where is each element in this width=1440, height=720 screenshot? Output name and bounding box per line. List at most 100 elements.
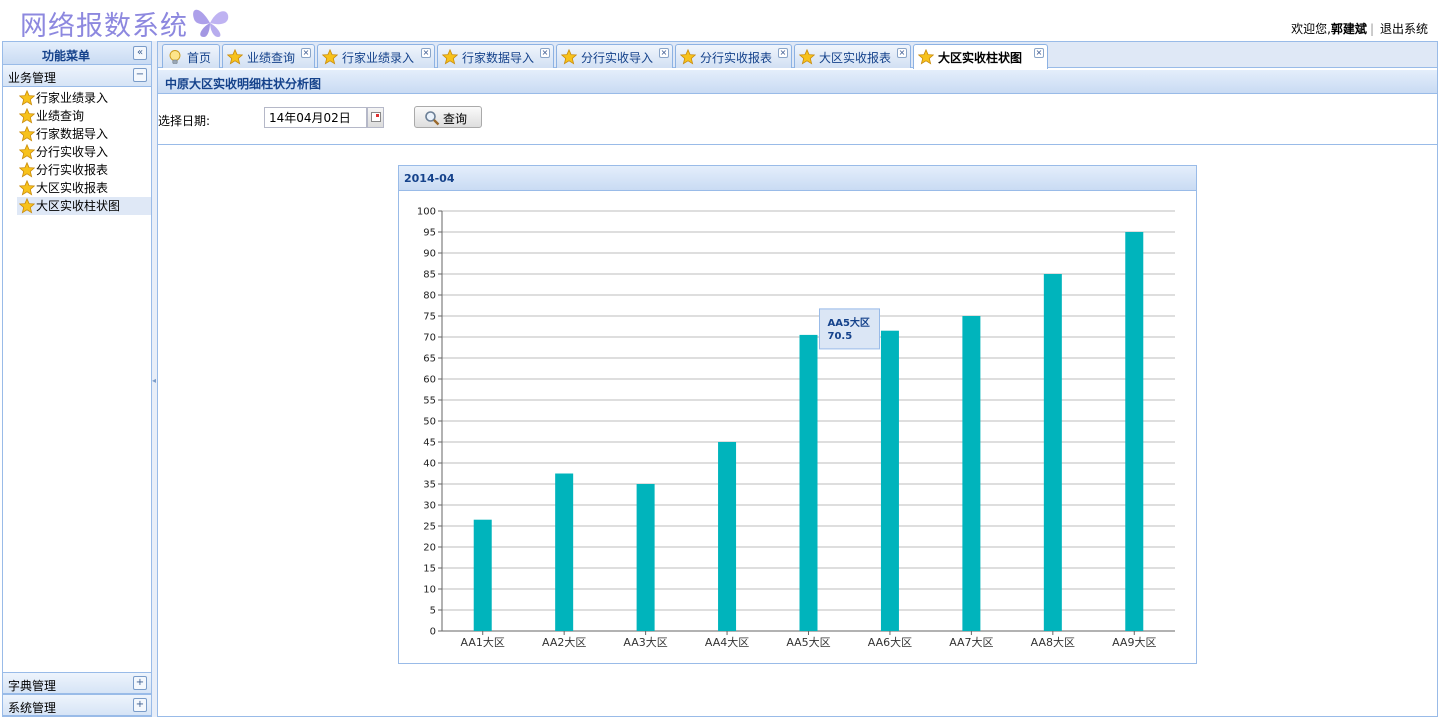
x-tick-label: AA6大区: [868, 635, 912, 649]
x-tick-label: AA8大区: [1031, 635, 1075, 649]
sidebar-item-label: 分行实收导入: [36, 145, 109, 159]
sidebar-item[interactable]: 分行实收导入: [3, 143, 151, 161]
tab[interactable]: 分行实收导入 ×: [556, 44, 673, 68]
x-tick-label: AA3大区: [623, 635, 667, 649]
star-icon: [19, 126, 35, 142]
close-tab-icon[interactable]: ×: [778, 48, 788, 58]
star-icon: [442, 49, 458, 65]
collapse-group-icon[interactable]: −: [133, 68, 147, 82]
tab[interactable]: 首页: [162, 44, 220, 68]
close-tab-icon[interactable]: ×: [301, 48, 311, 58]
date-input[interactable]: [264, 107, 367, 128]
chart-panel: 2014-04 0 5 10 15 20 25 30 35 40 45 50 55 60 65 70 75 80…: [398, 165, 1197, 664]
tooltip-value: 70.5: [828, 331, 853, 342]
y-tick-label: 0: [430, 627, 436, 638]
tab-label: 行家业绩录入: [342, 51, 415, 65]
star-icon: [19, 198, 35, 214]
sidebar-title: 功能菜单: [41, 49, 90, 63]
close-tab-icon[interactable]: ×: [897, 48, 907, 58]
y-tick-label: 80: [423, 291, 436, 302]
content-header: 中原大区实收明细柱状分析图: [158, 70, 1437, 94]
group-label: 业务管理: [8, 71, 57, 85]
sidebar-item-label: 行家业绩录入: [36, 91, 109, 105]
y-tick-label: 10: [423, 585, 436, 596]
tab[interactable]: 行家数据导入 ×: [437, 44, 554, 68]
y-tick-label: 50: [423, 417, 436, 428]
chart-bar: [718, 442, 737, 631]
x-tick-label: AA4大区: [705, 635, 749, 649]
close-tab-icon[interactable]: ×: [1034, 48, 1044, 58]
chart-bar: [880, 330, 899, 631]
app-header: 网络报数系统 欢迎您,郭建斌 | 退出系统: [0, 0, 1440, 42]
star-icon: [918, 49, 934, 65]
query-label: 查询: [443, 112, 468, 126]
tab-label: 业绩查询: [247, 51, 296, 65]
splitter-arrow-icon[interactable]: ◂: [152, 376, 157, 385]
y-tick-label: 90: [423, 249, 436, 260]
sidebar: 功能菜单 « 业务管理 − 行家业绩录入 业绩查询行家数据导入 分行实收导入 分行实收…: [2, 41, 152, 717]
query-button[interactable]: 查询: [414, 106, 482, 128]
tab-label: 分行实收报表: [700, 51, 773, 65]
tab[interactable]: 大区实收报表 ×: [794, 44, 911, 68]
main-panel: 首页 业绩查询 × 行家业绩录入 × 行家数据导入 × 分行实收导入 × 分行实收报表 × 大区实收报…: [157, 41, 1438, 717]
y-tick-label: 55: [423, 396, 436, 407]
calendar-icon[interactable]: [367, 107, 384, 128]
group-label: 字典管理: [8, 679, 57, 693]
close-tab-icon[interactable]: ×: [540, 48, 550, 58]
tab-bar: 首页 业绩查询 × 行家业绩录入 × 行家数据导入 × 分行实收导入 × 分行实收报表 × 大区实收报…: [158, 42, 1437, 69]
tab[interactable]: 行家业绩录入 ×: [317, 44, 435, 68]
tooltip-category: AA5大区: [828, 316, 870, 329]
star-icon: [19, 162, 35, 178]
y-tick-label: 70: [423, 333, 436, 344]
sidebar-item[interactable]: 行家业绩录入: [3, 89, 151, 107]
tab-label: 大区实收柱状图: [938, 51, 1023, 65]
star-icon: [19, 90, 35, 106]
sidebar-item-label: 行家数据导入: [36, 127, 109, 141]
star-icon: [561, 49, 577, 65]
tab[interactable]: 大区实收柱状图 ×: [913, 44, 1048, 69]
bar-chart: 0 5 10 15 20 25 30 35 40 45 50 55 60 65 70 75 80 85 90 95 10…: [417, 207, 1175, 649]
sidebar-item[interactable]: 行家数据导入: [3, 125, 151, 143]
y-tick-label: 15: [423, 564, 436, 575]
group-system[interactable]: 系统管理 +: [3, 694, 151, 716]
y-tick-label: 60: [423, 375, 436, 386]
sidebar-item-label: 分行实收报表: [36, 163, 109, 177]
sidebar-item[interactable]: 大区实收柱状图: [17, 197, 151, 215]
star-icon: [322, 49, 338, 65]
search-icon: [425, 111, 440, 126]
sidebar-item-label: 业绩查询: [36, 109, 85, 123]
page-title: 中原大区实收明细柱状分析图: [165, 77, 322, 91]
chart-bar: [1125, 232, 1144, 631]
expand-group-icon[interactable]: +: [133, 698, 147, 712]
logout-link[interactable]: 退出系统: [1379, 22, 1428, 36]
sidebar-splitter[interactable]: ◂: [152, 41, 157, 717]
y-tick-label: 25: [423, 522, 436, 533]
tab-label: 大区实收报表: [819, 51, 892, 65]
butterfly-logo-icon: [193, 9, 229, 37]
sidebar-item[interactable]: 大区实收报表: [3, 179, 151, 197]
chart-header: 2014-04: [399, 166, 1196, 191]
close-tab-icon[interactable]: ×: [421, 48, 431, 58]
x-tick-label: AA5大区: [786, 635, 830, 649]
collapse-sidebar-icon[interactable]: «: [133, 46, 147, 60]
y-tick-label: 20: [423, 543, 436, 554]
tab[interactable]: 分行实收报表 ×: [675, 44, 792, 68]
chart-tooltip: [819, 308, 880, 350]
x-tick-label: AA9大区: [1112, 635, 1156, 649]
sidebar-item-label: 大区实收报表: [36, 181, 109, 195]
tab[interactable]: 业绩查询 ×: [222, 44, 315, 68]
chart-bar: [1043, 274, 1062, 631]
content-panel: 中原大区实收明细柱状分析图 选择日期: 查询: [158, 70, 1437, 145]
close-tab-icon[interactable]: ×: [659, 48, 669, 58]
expand-group-icon[interactable]: +: [133, 676, 147, 690]
chart-title: 2014-04: [404, 172, 455, 185]
group-business[interactable]: 业务管理 −: [3, 65, 151, 87]
sidebar-item[interactable]: 分行实收报表: [3, 161, 151, 179]
y-tick-label: 30: [423, 501, 436, 512]
group-dictionary[interactable]: 字典管理 +: [3, 672, 151, 694]
star-icon: [799, 49, 815, 65]
y-tick-label: 65: [423, 354, 436, 365]
star-icon: [19, 108, 35, 124]
sidebar-item-label: 大区实收柱状图: [36, 199, 121, 213]
sidebar-item[interactable]: 业绩查询: [3, 107, 151, 125]
